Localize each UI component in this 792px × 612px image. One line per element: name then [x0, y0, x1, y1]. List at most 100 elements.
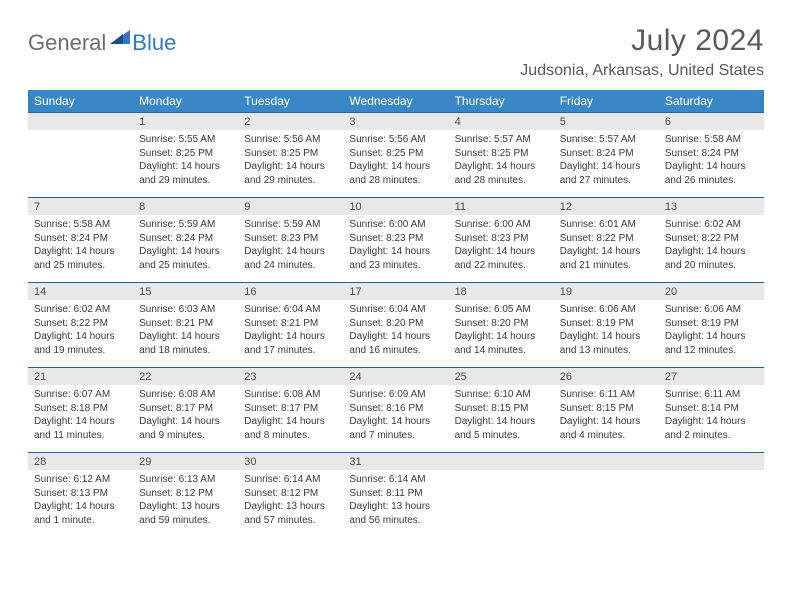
sunrise-text: Sunrise: 6:08 AM	[139, 388, 232, 402]
day-cell: 14Sunrise: 6:02 AMSunset: 8:22 PMDayligh…	[28, 282, 133, 367]
dow-monday: Monday	[133, 90, 238, 112]
day-number: 27	[659, 367, 764, 385]
logo-text-general: General	[28, 30, 106, 56]
day-body: Sunrise: 6:03 AMSunset: 8:21 PMDaylight:…	[133, 300, 238, 363]
day-number: 19	[554, 282, 659, 300]
sunrise-text: Sunrise: 6:04 AM	[244, 303, 337, 317]
sunset-text: Sunset: 8:13 PM	[34, 487, 127, 501]
day-body: Sunrise: 6:01 AMSunset: 8:22 PMDaylight:…	[554, 215, 659, 278]
calendar-grid: Sunday Monday Tuesday Wednesday Thursday…	[28, 90, 764, 537]
day-cell: 3Sunrise: 5:56 AMSunset: 8:25 PMDaylight…	[343, 112, 448, 197]
sunset-text: Sunset: 8:15 PM	[455, 402, 548, 416]
day-number: 4	[449, 112, 554, 130]
day-number: 17	[343, 282, 448, 300]
day-number: 10	[343, 197, 448, 215]
sunset-text: Sunset: 8:20 PM	[349, 317, 442, 331]
day-cell	[449, 452, 554, 537]
sunrise-text: Sunrise: 5:55 AM	[139, 133, 232, 147]
logo: General Blue	[28, 24, 176, 56]
sunset-text: Sunset: 8:12 PM	[139, 487, 232, 501]
sunrise-text: Sunrise: 6:01 AM	[560, 218, 653, 232]
day-cell: 26Sunrise: 6:11 AMSunset: 8:15 PMDayligh…	[554, 367, 659, 452]
day-number: 13	[659, 197, 764, 215]
logo-text-blue: Blue	[132, 30, 176, 56]
sunset-text: Sunset: 8:21 PM	[139, 317, 232, 331]
day-number	[554, 452, 659, 470]
daylight-text: Daylight: 14 hours and 25 minutes.	[34, 245, 127, 272]
sunrise-text: Sunrise: 6:13 AM	[139, 473, 232, 487]
day-body: Sunrise: 6:06 AMSunset: 8:19 PMDaylight:…	[659, 300, 764, 363]
day-number: 29	[133, 452, 238, 470]
daylight-text: Daylight: 14 hours and 4 minutes.	[560, 415, 653, 442]
daylight-text: Daylight: 14 hours and 16 minutes.	[349, 330, 442, 357]
day-body: Sunrise: 5:57 AMSunset: 8:25 PMDaylight:…	[449, 130, 554, 193]
week-row: 21Sunrise: 6:07 AMSunset: 8:18 PMDayligh…	[28, 367, 764, 452]
daylight-text: Daylight: 14 hours and 9 minutes.	[139, 415, 232, 442]
dow-header-row: Sunday Monday Tuesday Wednesday Thursday…	[28, 90, 764, 112]
day-number: 30	[238, 452, 343, 470]
sunrise-text: Sunrise: 5:58 AM	[665, 133, 758, 147]
sunrise-text: Sunrise: 6:00 AM	[349, 218, 442, 232]
sunset-text: Sunset: 8:23 PM	[244, 232, 337, 246]
day-cell: 9Sunrise: 5:59 AMSunset: 8:23 PMDaylight…	[238, 197, 343, 282]
day-number: 28	[28, 452, 133, 470]
day-number: 8	[133, 197, 238, 215]
day-cell: 29 Sunrise: 6:13 AMSunset: 8:12 PMDayligh…	[133, 452, 238, 537]
sunset-text: Sunset: 8:21 PM	[244, 317, 337, 331]
day-cell: 12Sunrise: 6:01 AMSunset: 8:22 PMDayligh…	[554, 197, 659, 282]
dow-sunday: Sunday	[28, 90, 133, 112]
week-row: 28Sunrise: 6:12 AMSunset: 8:13 PMDayligh…	[28, 452, 764, 537]
sunset-text: Sunset: 8:19 PM	[560, 317, 653, 331]
sunset-text: Sunset: 8:25 PM	[139, 147, 232, 161]
day-body: Sunrise: 6:04 AMSunset: 8:20 PMDaylight:…	[343, 300, 448, 363]
daylight-text: Daylight: 14 hours and 1 minute.	[34, 500, 127, 527]
sunrise-text: Sunrise: 5:58 AM	[34, 218, 127, 232]
day-cell: 1Sunrise: 5:55 AMSunset: 8:25 PMDaylight…	[133, 112, 238, 197]
day-cell: 28 Sunrise: 6:12 AMSunset: 8:13 PMDayligh…	[28, 452, 133, 537]
header: General Blue July 2024 Judsonia, Arkansa…	[28, 24, 764, 80]
dow-thursday: Thursday	[449, 90, 554, 112]
day-number: 18	[449, 282, 554, 300]
dow-saturday: Saturday	[659, 90, 764, 112]
sunset-text: Sunset: 8:14 PM	[665, 402, 758, 416]
sunset-text: Sunset: 8:12 PM	[244, 487, 337, 501]
day-body: Sunrise: 6:08 AMSunset: 8:17 PMDaylight:…	[238, 385, 343, 448]
sunrise-text: Sunrise: 6:14 AM	[349, 473, 442, 487]
day-body: Sunrise: 6:00 AMSunset: 8:23 PMDaylight:…	[343, 215, 448, 278]
daylight-text: Daylight: 14 hours and 27 minutes.	[560, 160, 653, 187]
day-number: 31	[343, 452, 448, 470]
day-cell: 2Sunrise: 5:56 AMSunset: 8:25 PMDaylight…	[238, 112, 343, 197]
day-number: 7	[28, 197, 133, 215]
day-cell: 15Sunrise: 6:03 AMSunset: 8:21 PMDayligh…	[133, 282, 238, 367]
daylight-text: Daylight: 14 hours and 13 minutes.	[560, 330, 653, 357]
sunrise-text: Sunrise: 5:57 AM	[455, 133, 548, 147]
day-cell: 27Sunrise: 6:11 AMSunset: 8:14 PMDayligh…	[659, 367, 764, 452]
day-cell: 31Sunrise: 6:14 AMSunset: 8:11 PMDayligh…	[343, 452, 448, 537]
day-cell: 20Sunrise: 6:06 AMSunset: 8:19 PMDayligh…	[659, 282, 764, 367]
week-row: 14Sunrise: 6:02 AMSunset: 8:22 PMDayligh…	[28, 282, 764, 367]
day-body: Sunrise: 6:00 AMSunset: 8:23 PMDaylight:…	[449, 215, 554, 278]
day-cell: 8Sunrise: 5:59 AMSunset: 8:24 PMDaylight…	[133, 197, 238, 282]
day-cell	[659, 452, 764, 537]
daylight-text: Daylight: 14 hours and 7 minutes.	[349, 415, 442, 442]
sunset-text: Sunset: 8:19 PM	[665, 317, 758, 331]
daylight-text: Daylight: 14 hours and 25 minutes.	[139, 245, 232, 272]
sunrise-text: Sunrise: 6:12 AM	[34, 473, 127, 487]
day-cell: 17Sunrise: 6:04 AMSunset: 8:20 PMDayligh…	[343, 282, 448, 367]
day-body: Sunrise: 6:06 AMSunset: 8:19 PMDaylight:…	[554, 300, 659, 363]
page-title: July 2024	[520, 24, 764, 58]
day-number: 16	[238, 282, 343, 300]
day-cell: 13Sunrise: 6:02 AMSunset: 8:22 PMDayligh…	[659, 197, 764, 282]
day-body: Sunrise: 6:05 AMSunset: 8:20 PMDaylight:…	[449, 300, 554, 363]
day-body: Sunrise: 6:02 AMSunset: 8:22 PMDaylight:…	[659, 215, 764, 278]
day-body: Sunrise: 6:09 AMSunset: 8:16 PMDaylight:…	[343, 385, 448, 448]
day-body: Sunrise: 6:14 AMSunset: 8:12 PMDaylight:…	[238, 470, 343, 533]
day-body: Sunrise: 5:58 AMSunset: 8:24 PMDaylight:…	[28, 215, 133, 278]
day-cell: 30Sunrise: 6:14 AMSunset: 8:12 PMDayligh…	[238, 452, 343, 537]
daylight-text: Daylight: 13 hours and 59 minutes.	[139, 500, 232, 527]
day-body: Sunrise: 6:04 AMSunset: 8:21 PMDaylight:…	[238, 300, 343, 363]
sunset-text: Sunset: 8:18 PM	[34, 402, 127, 416]
daylight-text: Daylight: 14 hours and 29 minutes.	[139, 160, 232, 187]
daylight-text: Daylight: 14 hours and 17 minutes.	[244, 330, 337, 357]
day-number: 21	[28, 367, 133, 385]
